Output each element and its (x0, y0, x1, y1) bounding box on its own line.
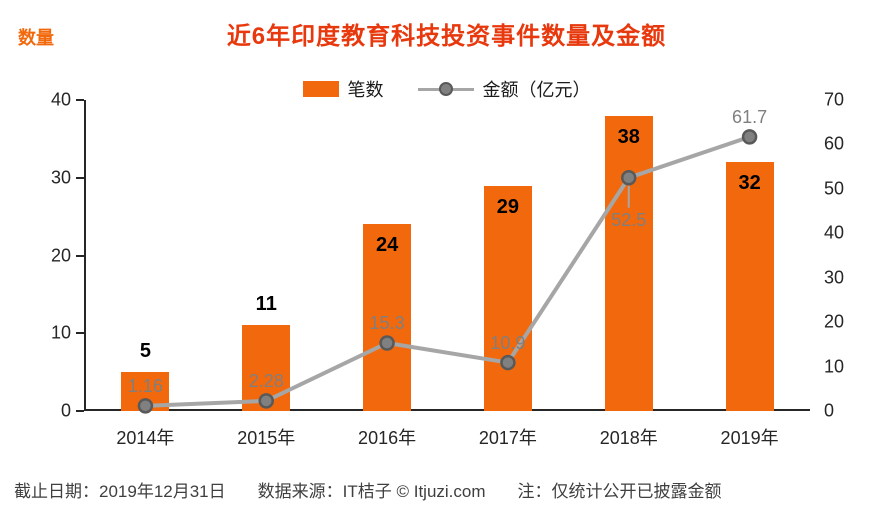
right-axis-tick-label: 10 (824, 356, 845, 377)
right-axis-tick-label: 60 (824, 133, 845, 154)
bar-value-label: 24 (375, 234, 399, 257)
line-marker-icon (621, 170, 637, 186)
footer-note: 注：仅统计公开已披露金额 (517, 482, 722, 501)
right-axis-tick-label: 0 (824, 400, 835, 421)
line-value-label: 15.3 (369, 313, 405, 334)
line-marker-icon (258, 393, 274, 409)
bar-value-label: 32 (738, 172, 761, 195)
legend-bars-label: 笔数 (347, 80, 384, 100)
x-axis-category-label: 2019年 (720, 428, 779, 448)
line-value-label: 10.9 (490, 332, 526, 353)
y-axis-line (84, 100, 86, 411)
line-marker-icon (379, 335, 395, 351)
x-axis-category-label: 2016年 (358, 428, 417, 448)
left-axis-tick-mark (76, 332, 84, 335)
footer: 截止日期：2019年12月31日 数据来源：IT桔子 © Itjuzi.com … (14, 477, 722, 502)
right-axis-tick-label: 50 (824, 178, 845, 199)
legend: 笔数 金额（亿元） (0, 76, 893, 102)
bar-series-swatch (302, 81, 339, 97)
line-value-label: 52.5 (611, 209, 647, 230)
line-marker-icon (500, 354, 516, 371)
left-axis-title: 数量 (18, 28, 54, 48)
bar-2016年 (363, 224, 412, 411)
chart-title: 近6年印度教育科技投资事件数量及金额 (226, 23, 667, 50)
footer-date: 截止日期：2019年12月31日 (14, 482, 226, 501)
legend-line-label: 金额（亿元） (482, 80, 591, 100)
amount-line-series (137, 129, 758, 414)
bar-2018年 (604, 115, 653, 411)
x-axis-category-label: 2018年 (599, 428, 658, 448)
left-axis-tick-label: 0 (60, 400, 71, 421)
line-marker-icon (137, 398, 154, 414)
line-value-label: 1.16 (127, 375, 163, 396)
right-axis-tick-label: 70 (824, 89, 845, 110)
bar-value-label: 5 (139, 340, 151, 363)
left-axis-tick-mark (76, 176, 84, 179)
right-axis-tick-label: 20 (824, 311, 845, 332)
line-value-label: 2.28 (248, 370, 284, 391)
legend-item-line: 金额（亿元） (417, 76, 591, 102)
left-axis-tick-mark (76, 254, 84, 257)
legend-item-bars: 笔数 (302, 76, 384, 102)
left-axis-tick-label: 40 (50, 89, 71, 110)
left-axis-tick-label: 10 (50, 322, 71, 343)
bar-2017年 (483, 185, 532, 411)
line-path (145, 134, 751, 408)
line-marker-icon (741, 129, 758, 145)
bar-value-label: 29 (496, 195, 520, 218)
right-axis-tick-label: 30 (824, 267, 845, 288)
footer-source: 数据来源：IT桔子 © Itjuzi.com (257, 482, 486, 501)
plot-area: 0 10 20 30 40 0 10 20 30 40 50 60 70 2014年 2015年 2016年 2… (51, 90, 844, 449)
line-series-swatch (417, 81, 474, 98)
x-axis-line (84, 409, 810, 411)
x-axis-category-label: 2014年 (116, 428, 175, 448)
x-axis-category-label: 2015年 (237, 428, 296, 448)
left-axis-tick-mark (76, 410, 84, 412)
bar-value-label: 11 (255, 293, 277, 316)
bar-2019年 (725, 162, 774, 411)
line-value-label: 61.7 (732, 106, 768, 127)
x-axis-category-label: 2017年 (478, 428, 537, 448)
left-axis-tick-mark (76, 99, 84, 101)
bar-value-label: 38 (617, 125, 640, 148)
right-axis-tick-label: 40 (824, 222, 845, 243)
left-axis-tick-label: 20 (50, 245, 71, 265)
line-swatch-marker-icon (438, 81, 453, 96)
left-axis-tick-label: 30 (50, 167, 71, 188)
